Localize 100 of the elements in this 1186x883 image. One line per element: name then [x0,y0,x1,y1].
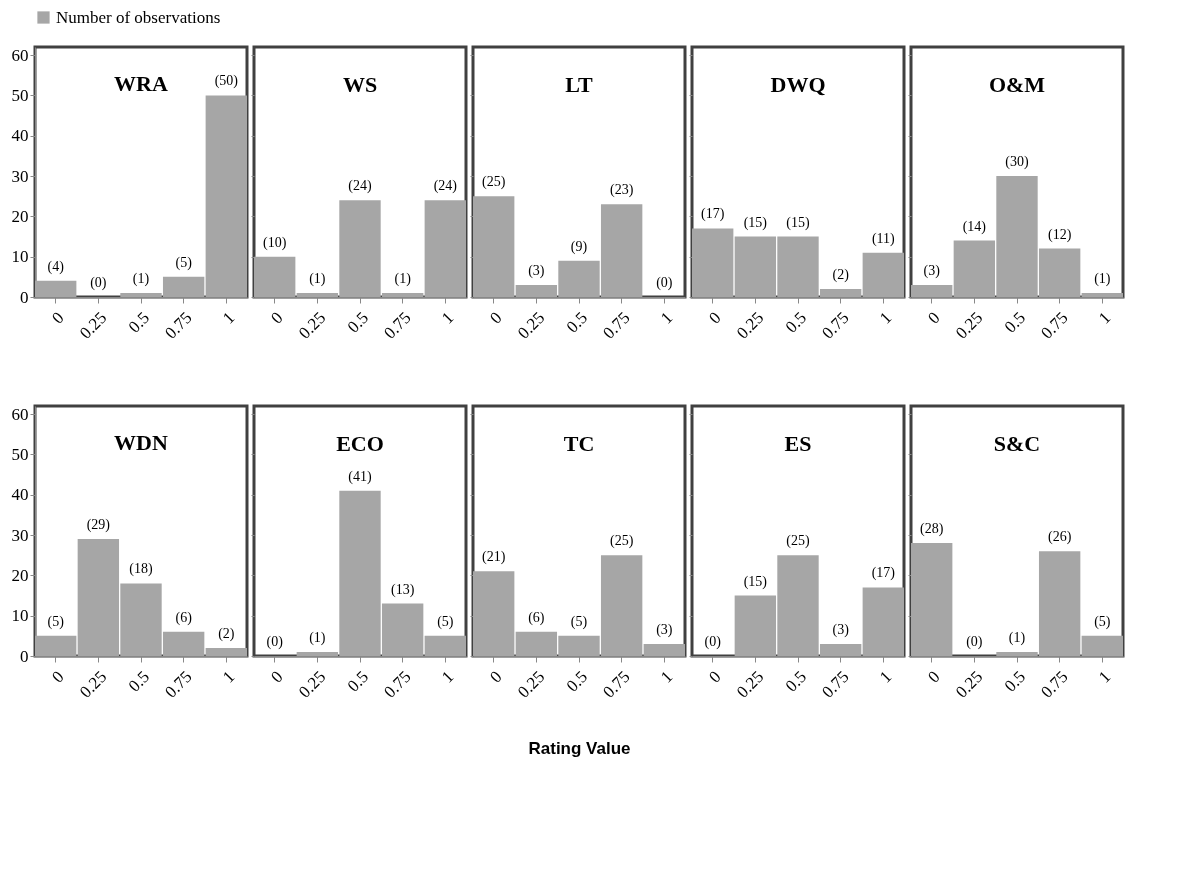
x-tick-label: 0 [924,308,944,328]
text: ECO [336,431,384,456]
text: DWQ [770,72,826,97]
y-tick-label: 50 [11,444,29,464]
x-tick-label: 1 [218,308,239,328]
y-tick-label: 40 [11,485,29,505]
x-tick-label: 0.5 [781,308,811,337]
x-tick-label: 0.75 [380,308,415,343]
bar [1081,635,1123,656]
y-tick-label: 60 [11,404,29,424]
x-tick-label: 1 [656,308,677,328]
data-label: (26) [1047,529,1072,546]
x-tick-label: 0.25 [513,308,549,343]
x-tick-label: 0.5 [781,667,811,696]
bar [424,635,466,656]
x-tick-label: 0 [48,308,68,328]
x-tick-label: 0 [267,667,287,687]
x-tick-label: 0.75 [599,308,634,343]
x-tick-label: 1 [875,308,896,328]
y-tick-label: 0 [20,646,29,666]
y-tick-label: 10 [11,606,29,626]
data-label: (3) [832,621,850,638]
data-label: (5) [570,613,588,630]
data-label: (1) [309,629,326,646]
x-tick-label: 0.5 [1000,667,1030,696]
x-tick-label: 0.25 [732,667,768,702]
text: O&M [988,72,1046,97]
x-tick-label: 0.25 [75,667,111,702]
data-label: (15) [743,214,768,231]
bar [473,571,515,656]
data-label: (21) [482,549,506,566]
x-tick-label: 0.5 [562,667,592,696]
data-label: (50) [214,73,239,90]
x-tick-label: 1 [1094,667,1115,687]
data-label: (29) [86,517,111,534]
data-label: (15) [786,214,810,231]
data-label: (9) [570,238,588,255]
y-tick-label: 40 [11,126,29,146]
data-label: (13) [390,581,415,598]
data-label: (14) [962,218,987,235]
x-tick-label: 1 [437,308,458,328]
x-tick-label: 0.75 [161,667,196,702]
y-tick-label: 30 [11,166,29,186]
data-label: (18) [129,561,153,578]
data-label: (30) [1005,154,1029,171]
x-tick-label: 0.25 [951,667,987,702]
text: WS [342,72,378,97]
bar [35,635,77,656]
data-label: (2) [832,266,850,283]
x-tick-label: 0.5 [562,308,592,337]
data-label: (0) [266,634,284,650]
bar [205,95,247,297]
data-label: (1) [132,270,150,287]
data-label: (17) [871,565,896,582]
text: TC [563,431,595,456]
data-label: (25) [482,174,506,191]
x-axis-title: Rating Value [528,738,631,758]
x-tick-label: 0.25 [294,667,330,702]
data-label: (5) [437,613,454,630]
y-tick-label: 20 [11,565,29,585]
x-tick-label: 0 [486,667,506,687]
data-label: (3) [528,262,545,279]
bar [862,587,904,656]
data-label: (2) [218,625,235,642]
data-label: (6) [175,609,193,626]
data-label: (3) [656,621,673,638]
y-tick-label: 0 [20,287,29,307]
bar [473,196,515,297]
x-tick-label: 1 [218,667,239,687]
data-label: (5) [47,613,65,630]
x-tick-label: 0 [48,667,68,687]
bar [205,647,247,656]
text: LT [565,72,593,97]
text: ES [784,431,812,456]
x-tick-label: 1 [1094,308,1115,328]
x-tick-label: 0 [267,308,287,328]
y-tick-label: 30 [11,525,29,545]
x-tick-label: 0.5 [124,308,154,337]
x-tick-label: 0.25 [75,308,111,343]
data-label: (15) [743,573,768,590]
data-label: (12) [1047,226,1072,243]
bar [862,252,904,297]
data-label: (0) [90,275,107,291]
x-tick-label: 0.25 [951,308,987,343]
data-label: (17) [701,206,725,223]
data-label: (0) [704,634,722,650]
data-label: (24) [433,178,458,195]
x-tick-label: 1 [875,667,896,687]
data-label: (41) [348,468,372,485]
data-label: (0) [656,275,673,291]
data-label: (5) [175,254,193,271]
x-tick-label: 0.5 [343,667,373,696]
x-tick-label: 0 [486,308,506,328]
x-tick-label: 0.75 [599,667,634,702]
bar [911,543,953,656]
x-tick-label: 0 [705,667,725,687]
y-tick-label: 20 [11,206,29,226]
y-tick-label: 10 [11,247,29,267]
data-label: (1) [1008,629,1026,646]
data-label: (11) [871,230,896,247]
